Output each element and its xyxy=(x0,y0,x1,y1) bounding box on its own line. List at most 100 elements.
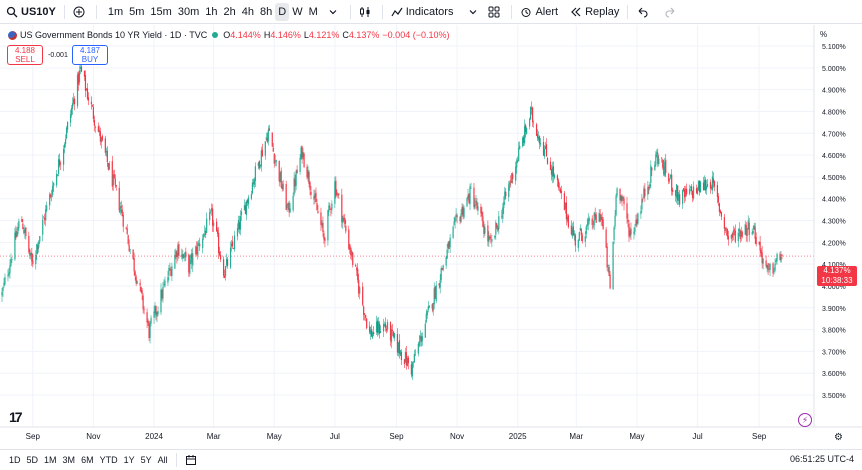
range-5y[interactable]: 5Y xyxy=(140,455,152,465)
candle-body xyxy=(250,194,253,199)
buy-button[interactable]: 4.187 BUY xyxy=(72,45,108,65)
symbol-search-button[interactable]: US10Y xyxy=(0,0,59,24)
candle-body xyxy=(378,323,381,334)
time-tick-label: Nov xyxy=(86,432,100,441)
candle-body xyxy=(705,186,708,190)
candle-body xyxy=(376,320,379,333)
candle-body xyxy=(773,271,775,272)
time-axis[interactable]: Sep Nov 2024 Mar May Jul Sep Nov 2025 Mar May Jul Se… xyxy=(0,426,862,441)
price-axis[interactable]: 5.100% 5.000% 4.900% 4.800% 4.700% 4.600% 4.50… xyxy=(813,25,862,449)
price-chart[interactable]: 5.100% 5.000% 4.900% 4.800% 4.700% 4.600% 4.50… xyxy=(0,25,862,449)
candle-body xyxy=(607,264,609,267)
candle-body xyxy=(58,159,60,174)
candle-body xyxy=(517,160,519,161)
redo-button[interactable] xyxy=(662,0,683,24)
candle-body xyxy=(665,159,667,174)
lightning-icon[interactable]: ⚡ xyxy=(798,413,812,427)
candle-body xyxy=(327,210,329,241)
candle-body xyxy=(613,227,615,241)
candle-body xyxy=(695,188,698,193)
timeframe-1m[interactable]: 1m xyxy=(107,5,124,18)
clock[interactable]: 06:51:25 UTC-4 xyxy=(789,454,854,464)
timeframe-1h[interactable]: 1h xyxy=(205,5,218,18)
candle-body xyxy=(606,246,608,268)
timeframe-4h[interactable]: 4h xyxy=(241,5,254,18)
candle-body xyxy=(664,161,666,176)
candle-body xyxy=(125,227,127,229)
go-to-date-button[interactable] xyxy=(182,448,203,470)
candle-body xyxy=(593,212,595,226)
compare-symbol-button[interactable] xyxy=(70,0,91,24)
range-3m[interactable]: 3M xyxy=(62,455,76,465)
layouts-button[interactable] xyxy=(485,0,506,24)
candle-body xyxy=(522,137,524,147)
timeframe-30m[interactable]: 30m xyxy=(177,5,200,18)
tradingview-logo[interactable]: 17 xyxy=(9,409,23,425)
replay-button[interactable]: Replay xyxy=(567,0,622,24)
candle-body xyxy=(420,336,422,342)
undo-button[interactable] xyxy=(633,0,654,24)
timeframe-2h[interactable]: 2h xyxy=(223,5,236,18)
timeframe-8h[interactable]: 8h xyxy=(259,5,273,18)
candle-body xyxy=(557,180,560,188)
candle-body xyxy=(191,253,193,264)
candle-body xyxy=(344,218,346,224)
divider xyxy=(627,4,629,19)
candle-body xyxy=(678,194,680,201)
range-6m[interactable]: 6M xyxy=(81,455,94,465)
range-5d[interactable]: 5D xyxy=(26,455,39,465)
range-ytd[interactable]: YTD xyxy=(99,455,118,465)
sell-button[interactable]: 4.188 SELL xyxy=(7,45,43,65)
scale-mode-button[interactable]: % xyxy=(820,30,828,39)
gear-icon[interactable]: ⚙ xyxy=(834,432,843,443)
close-label: C xyxy=(342,30,349,40)
candle-body xyxy=(1,291,3,296)
chart-type-button[interactable] xyxy=(356,0,377,24)
candle-body xyxy=(10,258,12,266)
timeframe-dropdown-button[interactable] xyxy=(324,0,345,24)
timeframe-m[interactable]: M xyxy=(308,5,318,18)
symbol-title[interactable]: US Government Bonds 10 YR Yield · 1D · T… xyxy=(20,30,208,40)
candle-body xyxy=(435,285,437,301)
candle-body xyxy=(686,188,688,195)
candle-body xyxy=(393,333,396,338)
low-value: 4.121% xyxy=(308,30,340,40)
timeframe-d[interactable]: D xyxy=(275,2,290,21)
candle-body xyxy=(558,186,561,188)
candle-body xyxy=(661,157,663,159)
candle-body xyxy=(112,174,114,186)
range-1m[interactable]: 1M xyxy=(44,455,57,465)
candle-body xyxy=(768,269,770,270)
candle-body xyxy=(243,205,246,211)
timeframe-15m[interactable]: 15m xyxy=(150,5,172,18)
range-1d[interactable]: 1D xyxy=(9,455,21,465)
timeframe-w[interactable]: W xyxy=(292,5,303,18)
candle-body xyxy=(143,309,145,311)
candle-body xyxy=(51,196,53,197)
candle-body xyxy=(171,266,173,276)
range-all[interactable]: All xyxy=(157,455,168,465)
candle-body xyxy=(239,216,242,230)
candle-body xyxy=(684,189,686,198)
candle-body xyxy=(156,312,158,317)
candle-body xyxy=(433,288,435,305)
candle-body xyxy=(676,184,678,198)
indicators-button[interactable]: Indicators xyxy=(388,0,457,24)
candle-body xyxy=(281,186,283,189)
candle-body xyxy=(80,66,83,72)
candle-body xyxy=(772,263,774,274)
candle-body xyxy=(724,227,726,231)
candle-body xyxy=(134,271,136,276)
candle-body xyxy=(626,203,628,219)
indicators-dropdown-button[interactable] xyxy=(464,0,485,24)
candle-body xyxy=(267,129,269,142)
alert-button[interactable]: Alert xyxy=(517,0,561,24)
range-1y[interactable]: 1Y xyxy=(123,455,135,465)
candle-body xyxy=(523,136,525,143)
candle-body xyxy=(162,286,164,299)
divider xyxy=(381,4,383,19)
candle-body xyxy=(679,194,681,205)
candle-body xyxy=(341,194,343,223)
candle-body xyxy=(532,122,535,124)
timeframe-5m[interactable]: 5m xyxy=(129,5,145,18)
